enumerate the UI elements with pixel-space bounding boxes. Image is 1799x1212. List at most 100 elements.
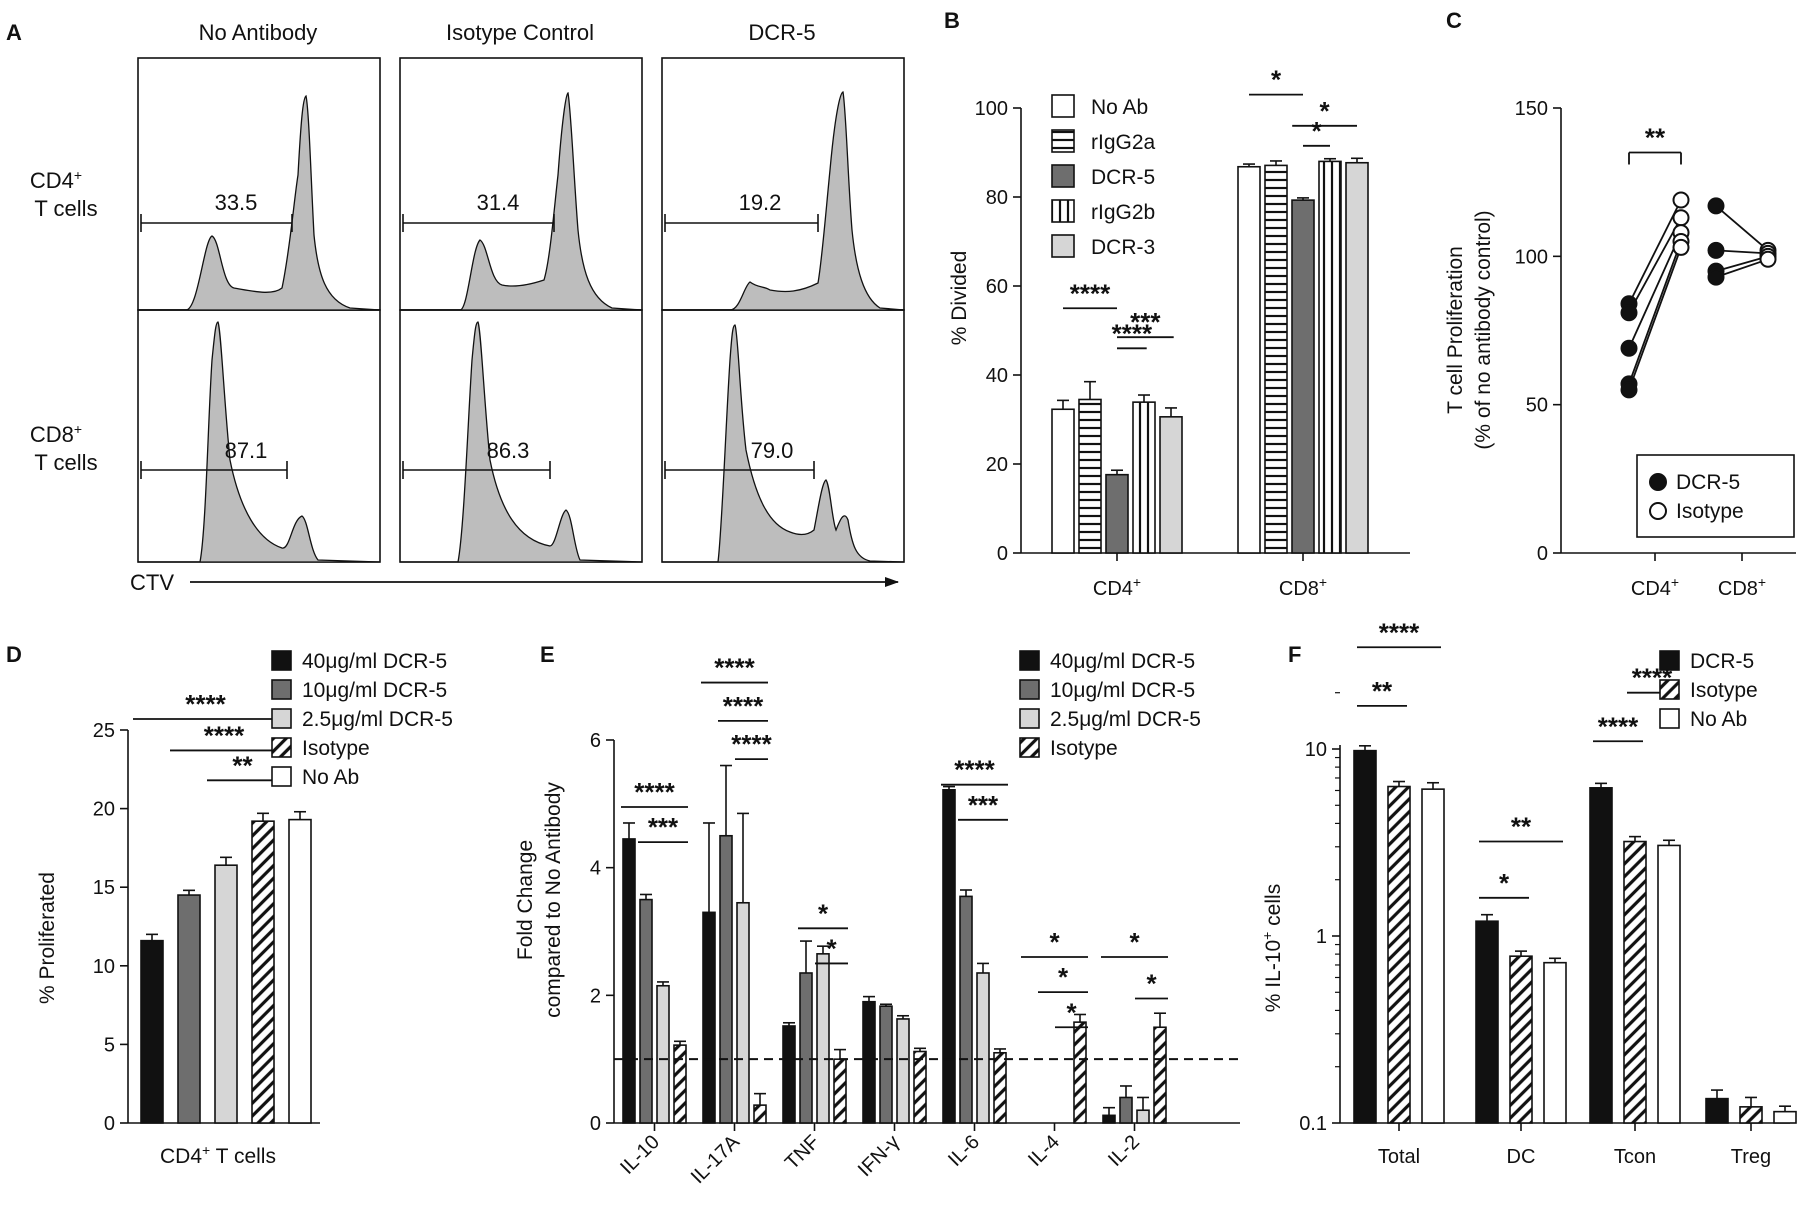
- panel-b-legend-swatch-0: [1051, 94, 1075, 118]
- panel-e-err-1-6: [1120, 1085, 1132, 1098]
- panel-d-ylabel: % Proliferated: [36, 872, 59, 1004]
- panel-b-bar-1-0: [1078, 398, 1102, 554]
- panel-b-bar-0-1: [1237, 165, 1261, 554]
- panel-f-bar-1-1: [1509, 955, 1533, 1124]
- panel-a-row-label-cd4: CD4+ T cells: [30, 167, 98, 221]
- panel-c-point-dcr5-5: [1707, 197, 1725, 215]
- panel-c-pair-line-5: [1715, 205, 1769, 252]
- panel-e-category-0: IL-10: [616, 1131, 664, 1179]
- panel-c-ytick-label-2: 100: [1515, 246, 1548, 268]
- histogram-r1c2: [662, 324, 905, 563]
- panel-b-err-3-0: [1138, 394, 1150, 403]
- panel-f-bar-2-0: [1421, 788, 1445, 1124]
- panel-f-bar-0-2: [1589, 787, 1613, 1124]
- panel-b-category-0: CD4+: [1093, 574, 1141, 600]
- panel-e-bar-1-6: [1119, 1096, 1133, 1124]
- panel-e-legend-swatch-0: [1019, 650, 1040, 671]
- histogram-r0c0: [138, 94, 381, 311]
- panel-f-ytick-label-0: 0.1: [1299, 1113, 1327, 1135]
- panel-c-point-isotype-4: [1672, 238, 1690, 256]
- panel-label-e: E: [540, 642, 555, 667]
- panel-c-ytick-label-3: 150: [1515, 98, 1548, 120]
- panel-e-category-5: IL-4: [1024, 1131, 1064, 1171]
- panel-e-bar-1-1: [719, 834, 733, 1124]
- panel-c-legend-box: [1636, 454, 1795, 538]
- panel-e-err-0-1: [703, 822, 715, 913]
- panel-f-legend-label-2: No Ab: [1690, 708, 1747, 731]
- panel-f-bar-0-1: [1475, 920, 1499, 1124]
- histogram-r0c1: [400, 92, 643, 311]
- panel-f-err-0-1: [1481, 913, 1493, 922]
- panel-e-sig-9-label: *: [1049, 927, 1060, 957]
- panel-e-err-3-0: [674, 1040, 686, 1046]
- panel-f-category-2: Tcon: [1614, 1146, 1656, 1168]
- panel-f-sig-3-label: *: [1499, 868, 1510, 898]
- panel-b-ytick-label-5: 100: [975, 98, 1008, 120]
- panel-e-err-0-4: [943, 785, 955, 790]
- panel-e-sig-4-label: ****: [731, 729, 772, 759]
- panel-d-err-1: [183, 889, 195, 896]
- panel-c-point-dcr5-1: [1620, 304, 1638, 322]
- panel-a-frame-r0c2: [661, 57, 905, 311]
- panel-e-err-1-1: [720, 764, 732, 836]
- panel-a-row-0-line1: CD4+: [30, 167, 82, 193]
- panel-e-sig-2-label: ****: [714, 653, 755, 683]
- panel-e-legend-swatch-3: [1019, 737, 1040, 758]
- panel-c-pair-line-0: [1628, 199, 1682, 305]
- legend-swatch-dcr5: [1649, 473, 1667, 491]
- panel-e-bar-3-5: [1073, 1021, 1087, 1124]
- panel-d-err-4: [294, 810, 306, 820]
- panel-f-sig-2-label: **: [1511, 812, 1532, 842]
- panel-d-legend-swatch-1: [271, 679, 292, 700]
- panel-e-bar-0-2: [782, 1025, 796, 1124]
- panel-b-sig-4-label: *: [1311, 116, 1322, 146]
- gate-value-r1c1: 86.3: [487, 438, 530, 463]
- panel-e-bar-1-3: [879, 1005, 893, 1124]
- panel-e-bar-2-0: [656, 984, 670, 1124]
- panel-b-bar-3-0: [1132, 401, 1156, 554]
- panel-e-category-1: IL-17A: [687, 1131, 745, 1189]
- panel-b-bar-2-0: [1105, 473, 1129, 554]
- panel-c-point-isotype-0: [1672, 191, 1690, 209]
- panel-f-legend-swatch-2: [1659, 708, 1680, 729]
- panel-b-ytick-label-3: 60: [986, 276, 1008, 298]
- panel-e-err-2-3: [897, 1014, 909, 1019]
- panel-e-bar-2-3: [896, 1018, 910, 1124]
- panel-label-b: B: [944, 8, 960, 33]
- panel-a-frame-r1c2: [661, 309, 905, 563]
- panel-c: C T cell Proliferation (% of no antibody…: [1444, 8, 1796, 600]
- gate-value-r0c1: 31.4: [477, 190, 520, 215]
- gate-value-r1c2: 79.0: [751, 438, 794, 463]
- panel-e-ytick-label-3: 6: [590, 730, 601, 752]
- panel-e-bar-3-3: [913, 1050, 927, 1124]
- panel-f-bar-2-1: [1543, 961, 1567, 1124]
- gate-r0c2: [664, 214, 819, 232]
- panel-f-err-2-3: [1779, 1105, 1791, 1112]
- panel-f-err-1-3: [1745, 1096, 1757, 1107]
- panel-d-legend-label-4: No Ab: [302, 766, 359, 789]
- panel-b-legend-swatch-3: [1051, 199, 1075, 223]
- panel-c-pair-line-7: [1715, 255, 1769, 273]
- panel-e-legend-label-2: 2.5μg/ml DCR-5: [1050, 708, 1201, 731]
- panel-a-frame-r1c1: [399, 309, 643, 563]
- panel-a-frame-r0c0: [137, 57, 381, 311]
- panel-e-bar-3-2: [833, 1058, 847, 1124]
- panel-b-err-3-1: [1324, 157, 1336, 162]
- panel-c-pair-line-3: [1628, 241, 1682, 385]
- panel-b-legend-label-2: DCR-5: [1091, 166, 1155, 189]
- panel-e-category-4: IL-6: [944, 1131, 984, 1171]
- panel-d-xlabel: CD4+ T cells: [160, 1142, 276, 1168]
- panel-b-err-4-0: [1165, 407, 1177, 417]
- panel-c-pair-line-1: [1628, 217, 1682, 314]
- panel-e-bar-2-4: [976, 972, 990, 1124]
- panel-e-err-0-0: [623, 822, 635, 839]
- panel-e-category-3: IFN-γ: [854, 1131, 904, 1181]
- panel-e-bar-1-2: [799, 972, 813, 1124]
- panel-f-err-2-1: [1549, 957, 1561, 963]
- panel-b-legend-swatch-1: [1051, 129, 1075, 153]
- panel-b-sig-2-label: ***: [1130, 307, 1161, 337]
- panel-d-sig-1-label: ****: [204, 720, 245, 750]
